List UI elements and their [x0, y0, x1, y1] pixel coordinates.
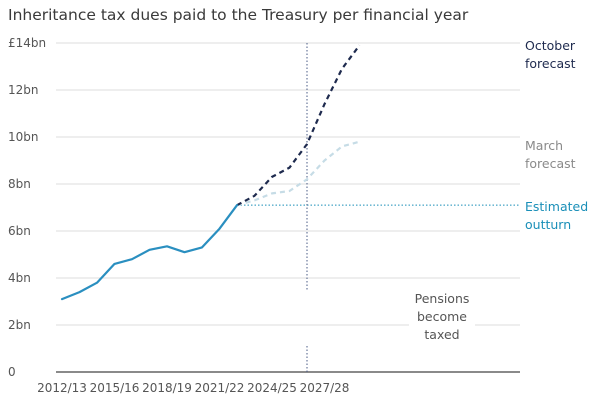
annotations: October forecast March forecast Estimated out… [409, 38, 588, 347]
y-tick-label: 8bn [8, 177, 31, 191]
march-forecast-label: forecast [525, 156, 576, 171]
x-axis-tick-labels: 2012/13 2015/16 2018/19 2021/22 2024/25 2027/… [37, 381, 349, 395]
x-tick-label: 2021/22 [195, 381, 245, 395]
y-tick-label: 2bn [8, 318, 31, 332]
gridlines [56, 42, 520, 373]
pensions-become-taxed-label: Pensions [415, 291, 470, 306]
y-tick-label: 4bn [8, 271, 31, 285]
chart-title: Inheritance tax dues paid to the Treasur… [8, 6, 469, 24]
october-forecast-label: forecast [525, 56, 576, 71]
x-tick-label: 2012/13 [37, 381, 87, 395]
estimated-outturn-label: outturn [525, 217, 571, 232]
x-tick-label: 2024/25 [247, 381, 297, 395]
march-forecast-series-line [236, 140, 360, 207]
estimated-outturn-label: Estimated [525, 199, 588, 214]
october-forecast-label: October [525, 38, 576, 53]
y-tick-label: 6bn [8, 224, 31, 238]
october-forecast-series-line [236, 44, 361, 207]
y-tick-label: £14bn [8, 36, 46, 50]
actual-series-line [60, 204, 239, 301]
march-forecast-label: March [525, 138, 563, 153]
y-tick-label: 0 [8, 365, 16, 379]
y-tick-label: 12bn [8, 83, 39, 97]
x-tick-label: 2018/19 [142, 381, 192, 395]
pensions-become-taxed-label: become [417, 309, 467, 324]
y-axis-tick-labels: 0 2bn 4bn 6bn 8bn 10bn 12bn £14bn [8, 36, 46, 379]
reference-lines [237, 43, 520, 372]
x-tick-label: 2027/28 [300, 381, 350, 395]
y-tick-label: 10bn [8, 130, 39, 144]
series-lines [60, 44, 361, 301]
pensions-label-background [409, 289, 475, 347]
pensions-become-taxed-label: taxed [424, 327, 459, 342]
x-tick-label: 2015/16 [90, 381, 140, 395]
